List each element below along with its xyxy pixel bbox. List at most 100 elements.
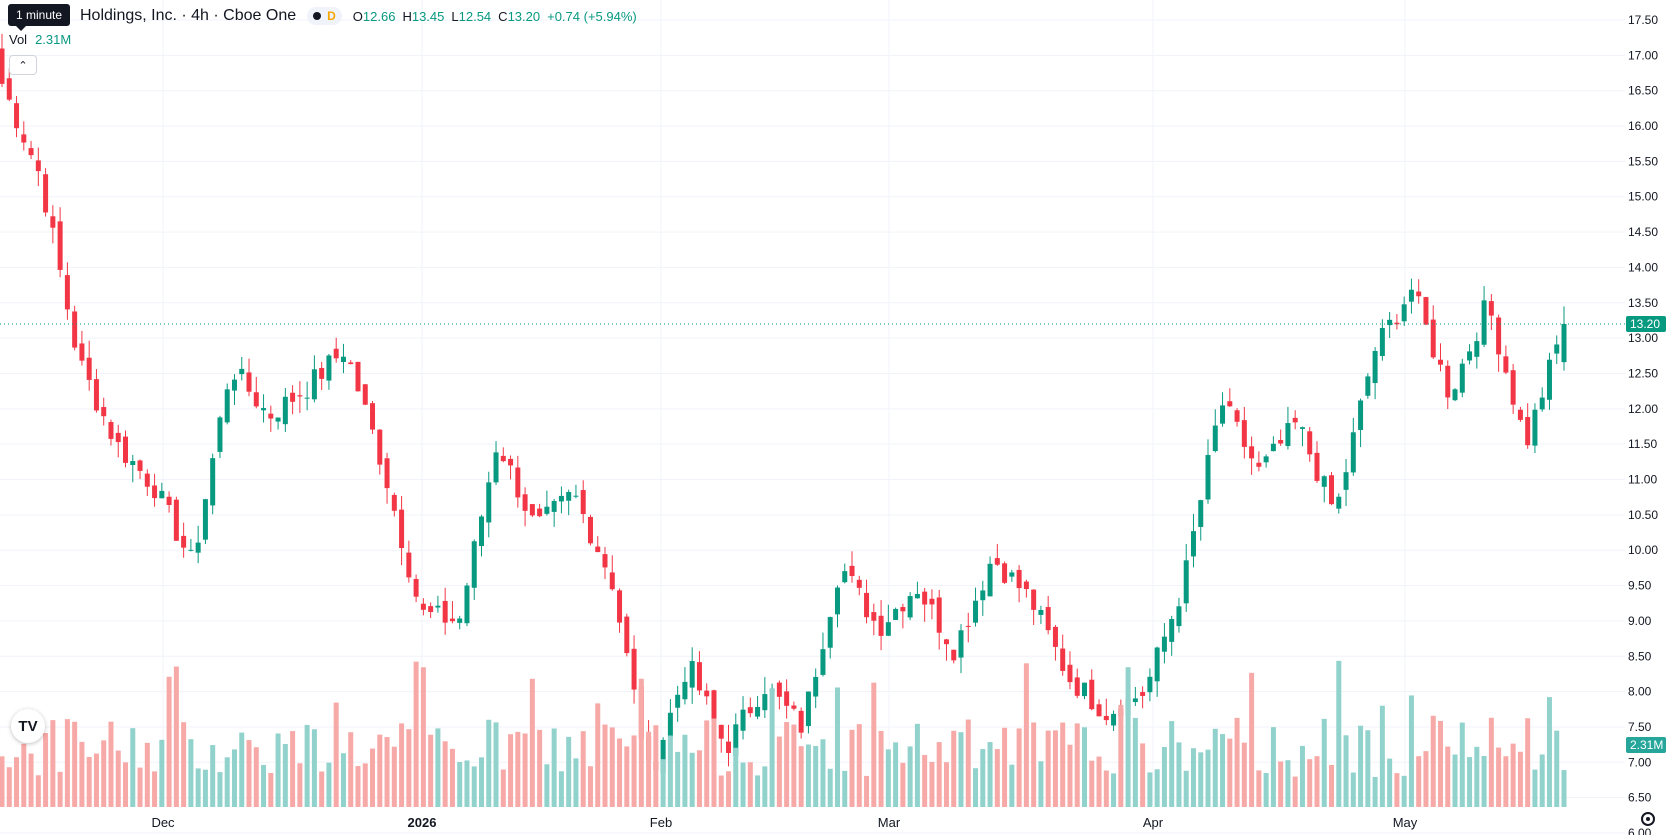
volume-bar <box>1045 730 1051 807</box>
candle-body <box>922 591 928 605</box>
candle-body <box>43 174 49 213</box>
volume-bar <box>973 768 979 807</box>
candle-body <box>1263 456 1269 463</box>
volume-bar <box>1161 747 1167 807</box>
price-tick-label: 8.50 <box>1628 649 1652 663</box>
volume-bar <box>617 738 623 807</box>
last-volume-badge <box>1626 737 1666 753</box>
candle-body <box>675 694 681 708</box>
candle-body <box>667 712 673 737</box>
candle-body <box>1103 715 1109 721</box>
candle-body <box>1307 431 1313 455</box>
volume-bar <box>1212 728 1218 807</box>
volume-bar <box>340 753 346 807</box>
candle-body <box>1387 319 1393 326</box>
volume-bar <box>1321 718 1327 807</box>
volume-bar <box>1307 759 1313 807</box>
volume-bar <box>210 745 216 807</box>
price-tick-label: 15.00 <box>1628 190 1658 204</box>
candle-body <box>224 389 230 423</box>
volume-bar <box>1023 663 1029 807</box>
volume-bar <box>1256 770 1262 807</box>
volume-bar <box>994 749 1000 807</box>
candle-body <box>1038 610 1044 615</box>
candle-body <box>275 417 281 422</box>
high-value: 13.45 <box>411 8 445 24</box>
time-tick-label: 2026 <box>408 815 437 830</box>
candle-body <box>1365 376 1371 396</box>
candle-body <box>0 48 5 84</box>
gear-icon[interactable] <box>1641 812 1655 826</box>
volume-bar <box>420 667 426 807</box>
price-tick-label: 7.00 <box>1628 755 1652 769</box>
candle-body <box>340 356 346 362</box>
candle-body <box>282 396 288 425</box>
candle-body <box>442 600 448 623</box>
volume-bar <box>57 771 63 807</box>
volume-bar <box>1234 717 1240 807</box>
volume-bar <box>108 721 114 807</box>
candle-body <box>1329 475 1335 505</box>
volume-bar <box>864 775 870 807</box>
candle-body <box>573 495 579 497</box>
volume-bar <box>1459 722 1465 807</box>
volume-bar <box>1350 772 1356 807</box>
volume-bar <box>1125 667 1131 807</box>
volume-bar <box>682 734 688 807</box>
volume-bar <box>1336 660 1342 807</box>
volume-bar <box>1314 756 1320 807</box>
volume-bar <box>93 753 99 807</box>
market-status-badge[interactable]: D <box>307 7 342 25</box>
volume-bar <box>50 720 56 807</box>
volume-bar <box>646 731 652 807</box>
price-tick-label: 7.50 <box>1628 720 1652 734</box>
market-status-letter: D <box>327 9 336 23</box>
candle-body <box>885 622 891 636</box>
volume-bar <box>86 756 92 807</box>
tradingview-logo-icon[interactable]: TV <box>11 709 45 743</box>
price-tick-label: 8.00 <box>1628 685 1652 699</box>
volume-bar <box>747 762 753 807</box>
market-status-dot <box>313 12 322 20</box>
candle-body <box>1074 677 1080 696</box>
volume-bar <box>355 766 361 807</box>
candle-body <box>79 343 85 361</box>
high-label: H <box>402 8 412 24</box>
symbol-title[interactable]: Holdings, Inc. · 4h · Cboe One <box>80 7 297 24</box>
volume-bar <box>1358 725 1364 807</box>
price-tick-label: 13.50 <box>1628 296 1658 310</box>
candle-body <box>784 691 790 706</box>
volume-bar <box>1387 758 1393 807</box>
candle-body <box>304 397 310 399</box>
volume-bar <box>856 724 862 807</box>
volume-bar <box>1096 756 1102 807</box>
candle-body <box>798 710 804 733</box>
volume-bar <box>1132 717 1138 807</box>
volume-bar <box>914 723 920 807</box>
volume-bar <box>130 728 136 807</box>
volume-bar <box>195 768 201 807</box>
price-tick-label: 11.50 <box>1628 437 1657 451</box>
candle-body <box>130 461 136 465</box>
candle-body <box>1517 409 1523 420</box>
volume-bar <box>1031 722 1037 807</box>
candle-body <box>617 590 623 623</box>
price-tick-label: 15.50 <box>1628 154 1658 168</box>
price-tick-label: 10.50 <box>1628 508 1658 522</box>
volume-legend[interactable]: Vol 2.31M <box>9 32 71 47</box>
volume-bar <box>1292 776 1298 807</box>
candle-body <box>420 603 426 610</box>
volume-bar <box>1147 772 1153 807</box>
candle-body <box>1082 682 1088 697</box>
candle-body <box>449 618 455 622</box>
candle-body <box>1401 304 1407 322</box>
volume-bar <box>587 766 593 807</box>
chevron-up-icon[interactable]: ⌃ <box>9 55 37 75</box>
volume-bar <box>79 741 85 807</box>
volume-bar <box>21 743 27 807</box>
volume-bar <box>638 678 644 807</box>
candle-body <box>1452 389 1458 401</box>
candle-body <box>231 379 237 391</box>
volume-bar <box>1394 773 1400 807</box>
